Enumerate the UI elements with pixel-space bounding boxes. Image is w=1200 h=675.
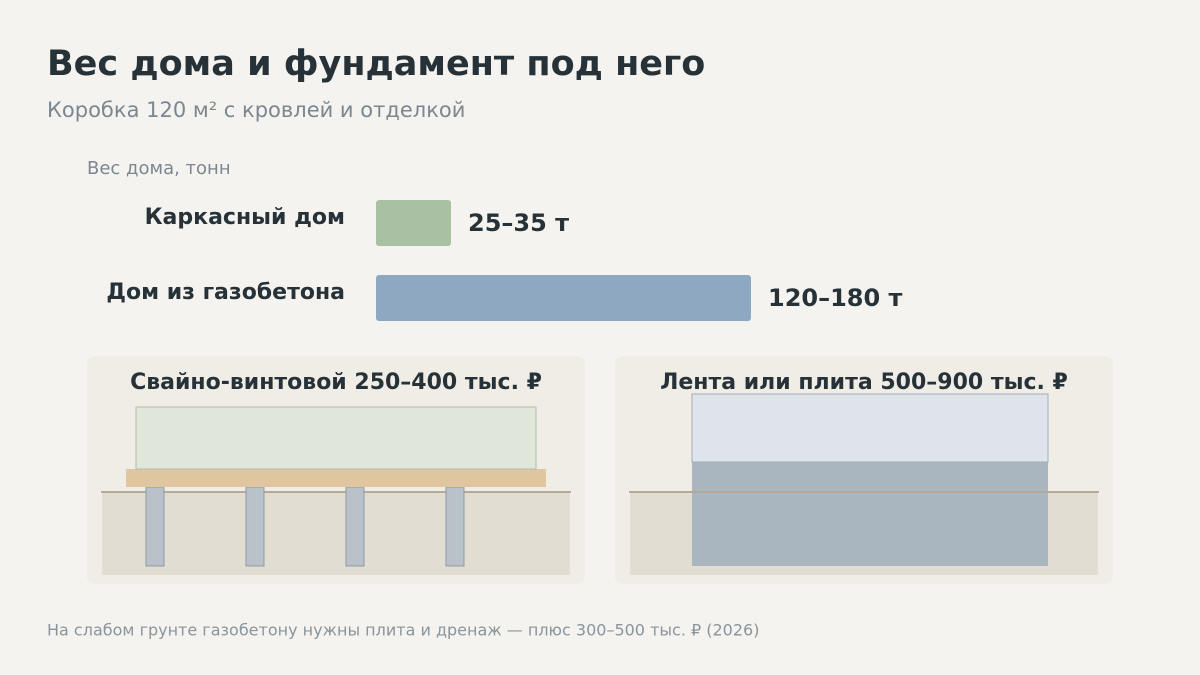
value-label: 25–35 т bbox=[468, 209, 569, 237]
house bbox=[691, 393, 1049, 463]
grillage bbox=[126, 469, 546, 487]
panel-title: Свайно-винтовой 250–400 тыс. ₽ bbox=[130, 370, 542, 395]
bar bbox=[376, 275, 751, 321]
footnote: На слабом грунте газобетону нужны плита … bbox=[47, 621, 759, 640]
pile bbox=[145, 486, 165, 567]
ground bbox=[102, 492, 570, 575]
category-label: Каркасный дом bbox=[145, 205, 345, 230]
slab bbox=[692, 462, 1048, 566]
house bbox=[135, 406, 537, 470]
axis-label: Вес дома, тонн bbox=[87, 158, 231, 179]
category-label: Дом из газобетона bbox=[106, 280, 345, 305]
bar bbox=[376, 200, 451, 246]
subtitle: Коробка 120 м² с кровлей и отделкой bbox=[47, 98, 465, 122]
pile bbox=[245, 486, 265, 567]
value-label: 120–180 т bbox=[768, 284, 903, 312]
panel-title: Лента или плита 500–900 тыс. ₽ bbox=[660, 370, 1068, 395]
pile bbox=[445, 486, 465, 567]
title: Вес дома и фундамент под него bbox=[47, 44, 705, 84]
pile bbox=[345, 486, 365, 567]
